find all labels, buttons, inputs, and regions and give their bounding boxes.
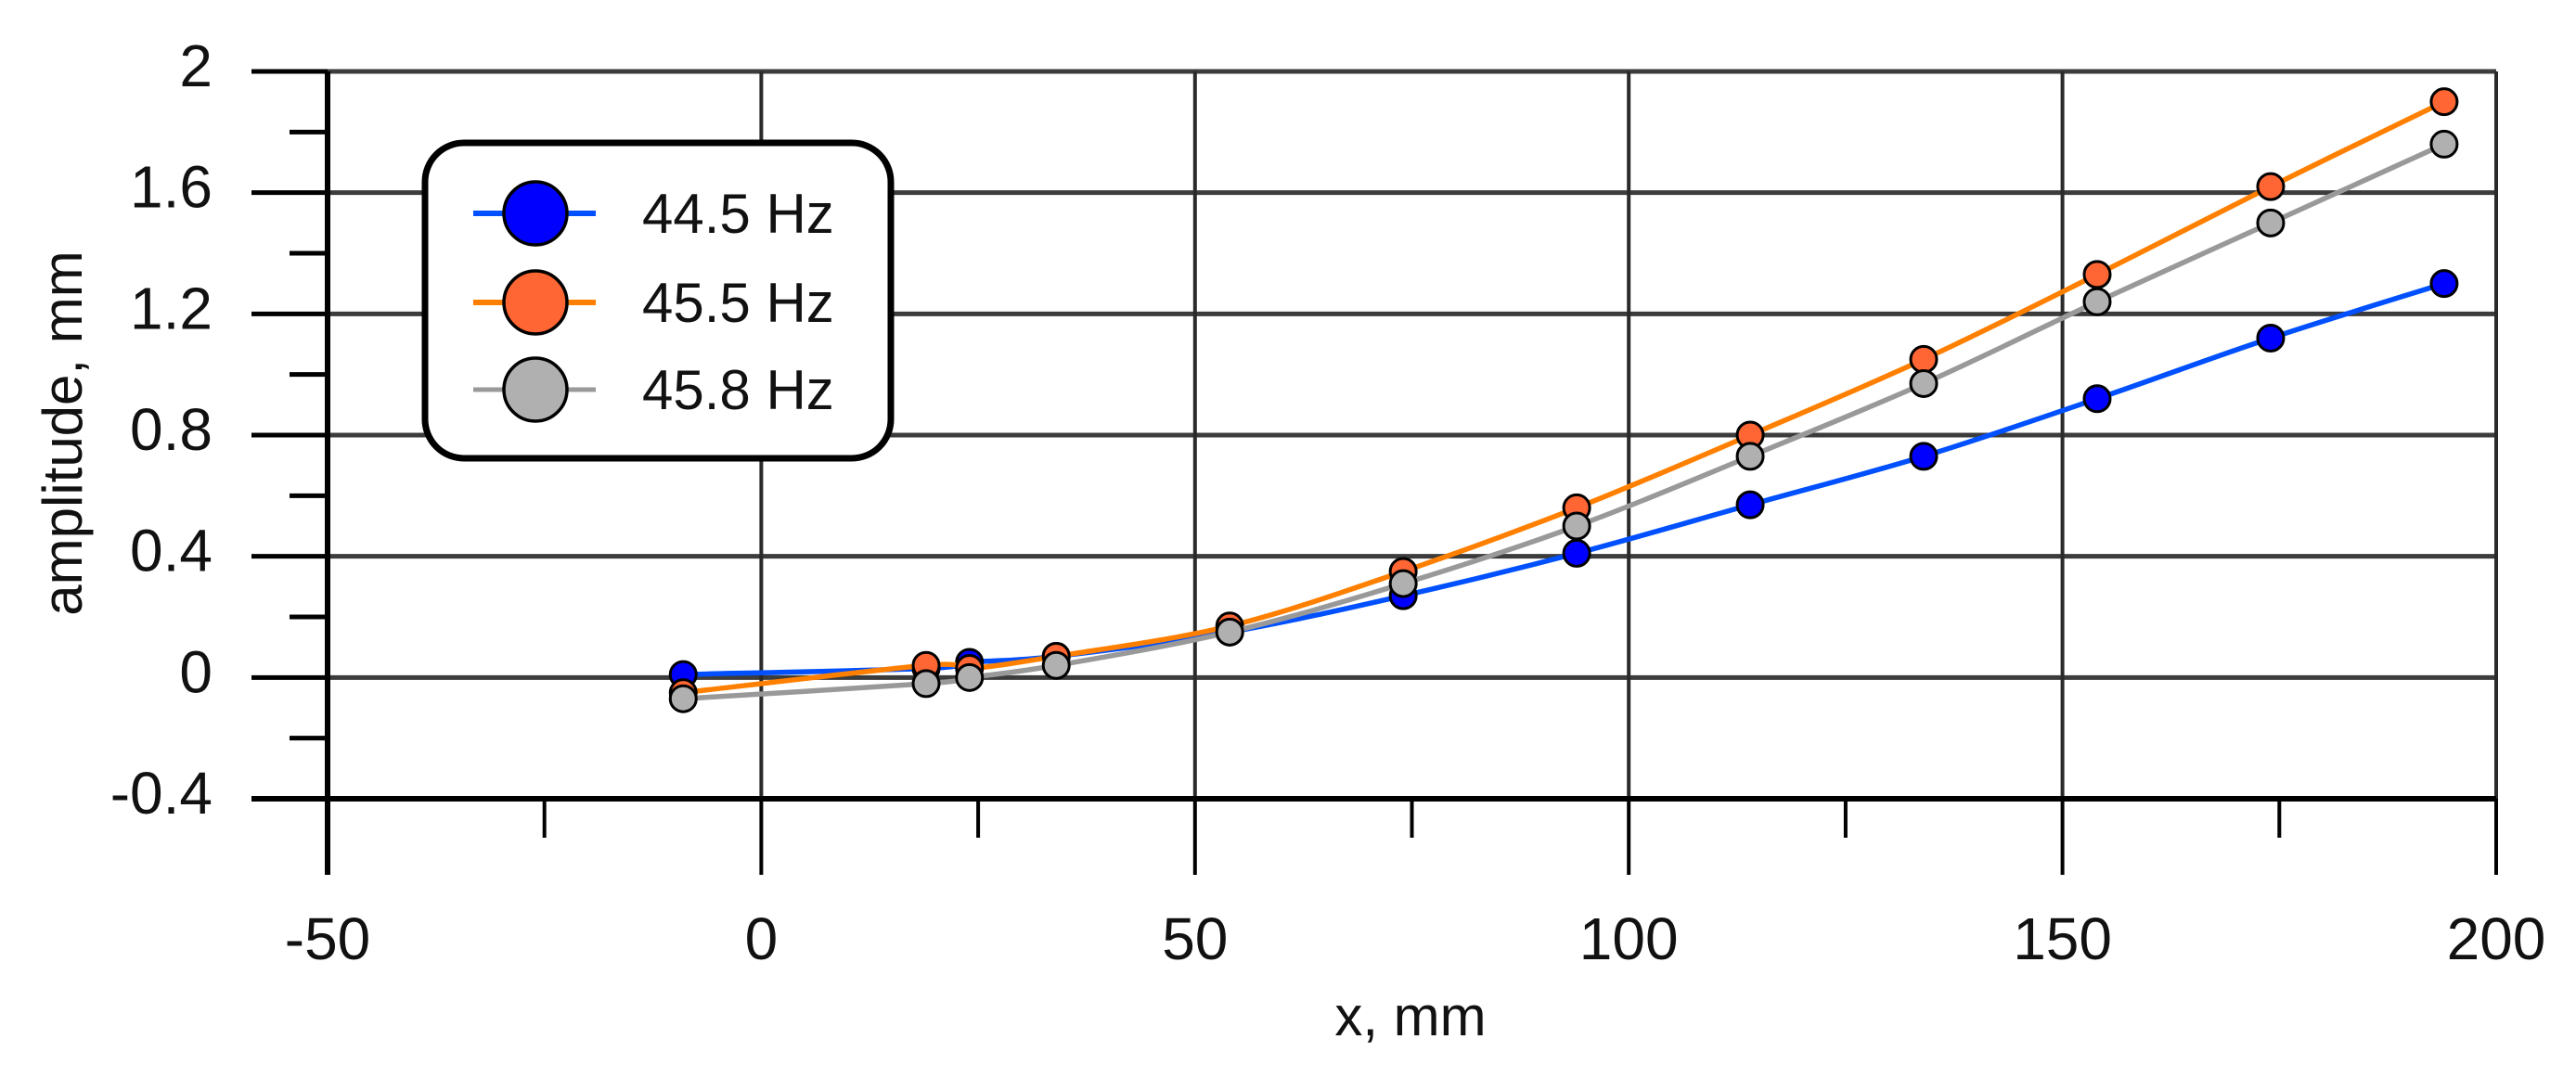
data-point-circle-icon bbox=[2429, 129, 2459, 159]
x-axis-title: x, mm bbox=[1334, 985, 1486, 1047]
x-tick-label: 100 bbox=[1579, 905, 1679, 972]
data-point-circle-icon bbox=[955, 662, 985, 692]
data-point-circle-icon bbox=[1735, 490, 1765, 520]
y-tick-label: 0.8 bbox=[130, 396, 213, 463]
y-tick-label: 0 bbox=[179, 638, 213, 705]
legend-marker-orange-circle-icon bbox=[502, 269, 569, 336]
legend-label: 44.5 Hz bbox=[642, 183, 834, 245]
data-point-circle-icon bbox=[2256, 208, 2286, 237]
series-line bbox=[683, 141, 2446, 701]
data-point-circle-icon bbox=[1388, 569, 1418, 598]
x-tick-label: 0 bbox=[745, 905, 779, 972]
legend-marker-gray-circle-icon bbox=[502, 356, 569, 423]
data-point-circle-icon bbox=[911, 669, 941, 699]
data-point-circle-icon bbox=[1909, 368, 1938, 398]
legend-item-45-5-hz: 45.5 Hz bbox=[473, 269, 834, 336]
data-point-circle-icon bbox=[1735, 442, 1765, 471]
tick-labels: -0.4 0 0.4 0.8 1.2 1.6 2 -50 0 50 100 150 200 bbox=[110, 32, 2546, 972]
data-point-circle-icon bbox=[2256, 323, 2286, 353]
data-point-circle-icon bbox=[2082, 384, 2112, 414]
data-point-circle-icon bbox=[1215, 617, 1244, 647]
x-tick-label: 50 bbox=[1162, 905, 1228, 972]
data-point-circle-icon bbox=[1041, 650, 1071, 680]
data-point-circle-icon bbox=[2429, 87, 2459, 117]
legend-marker-blue-circle-icon bbox=[502, 180, 569, 247]
data-point-circle-icon bbox=[2082, 260, 2112, 289]
data-point-circle-icon bbox=[1909, 442, 1938, 471]
series-45-5-hz bbox=[668, 87, 2459, 708]
data-series bbox=[668, 87, 2459, 713]
x-tick-label: 200 bbox=[2447, 905, 2546, 972]
data-point-circle-icon bbox=[2082, 287, 2112, 316]
x-tick-label: 150 bbox=[2013, 905, 2112, 972]
data-point-circle-icon bbox=[2429, 269, 2459, 299]
series-line bbox=[683, 281, 2445, 677]
y-axis-title: amplitude, mm bbox=[32, 250, 94, 615]
data-point-circle-icon bbox=[2256, 172, 2286, 201]
x-tick-label: -50 bbox=[285, 905, 371, 972]
series-44-5-hz bbox=[668, 269, 2459, 689]
data-point-circle-icon bbox=[1562, 511, 1591, 541]
legend-item-44-5-hz: 44.5 Hz bbox=[473, 180, 834, 247]
data-point-circle-icon bbox=[1909, 344, 1938, 374]
legend-label: 45.8 Hz bbox=[642, 359, 834, 421]
legend: 44.5 Hz 45.5 Hz 45.8 Hz bbox=[421, 139, 895, 462]
legend-item-45-8-hz: 45.8 Hz bbox=[473, 356, 834, 423]
y-tick-label: -0.4 bbox=[110, 760, 213, 827]
y-tick-label: 1.6 bbox=[130, 154, 213, 221]
y-tick-label: 1.2 bbox=[130, 275, 213, 341]
y-tick-label: 2 bbox=[179, 32, 213, 99]
data-point-circle-icon bbox=[668, 684, 698, 713]
data-point-circle-icon bbox=[1562, 538, 1591, 568]
y-tick-label: 0.4 bbox=[130, 518, 213, 584]
series-45-8-hz bbox=[668, 129, 2459, 713]
legend-label: 45.5 Hz bbox=[642, 272, 834, 334]
axes bbox=[251, 69, 2498, 875]
